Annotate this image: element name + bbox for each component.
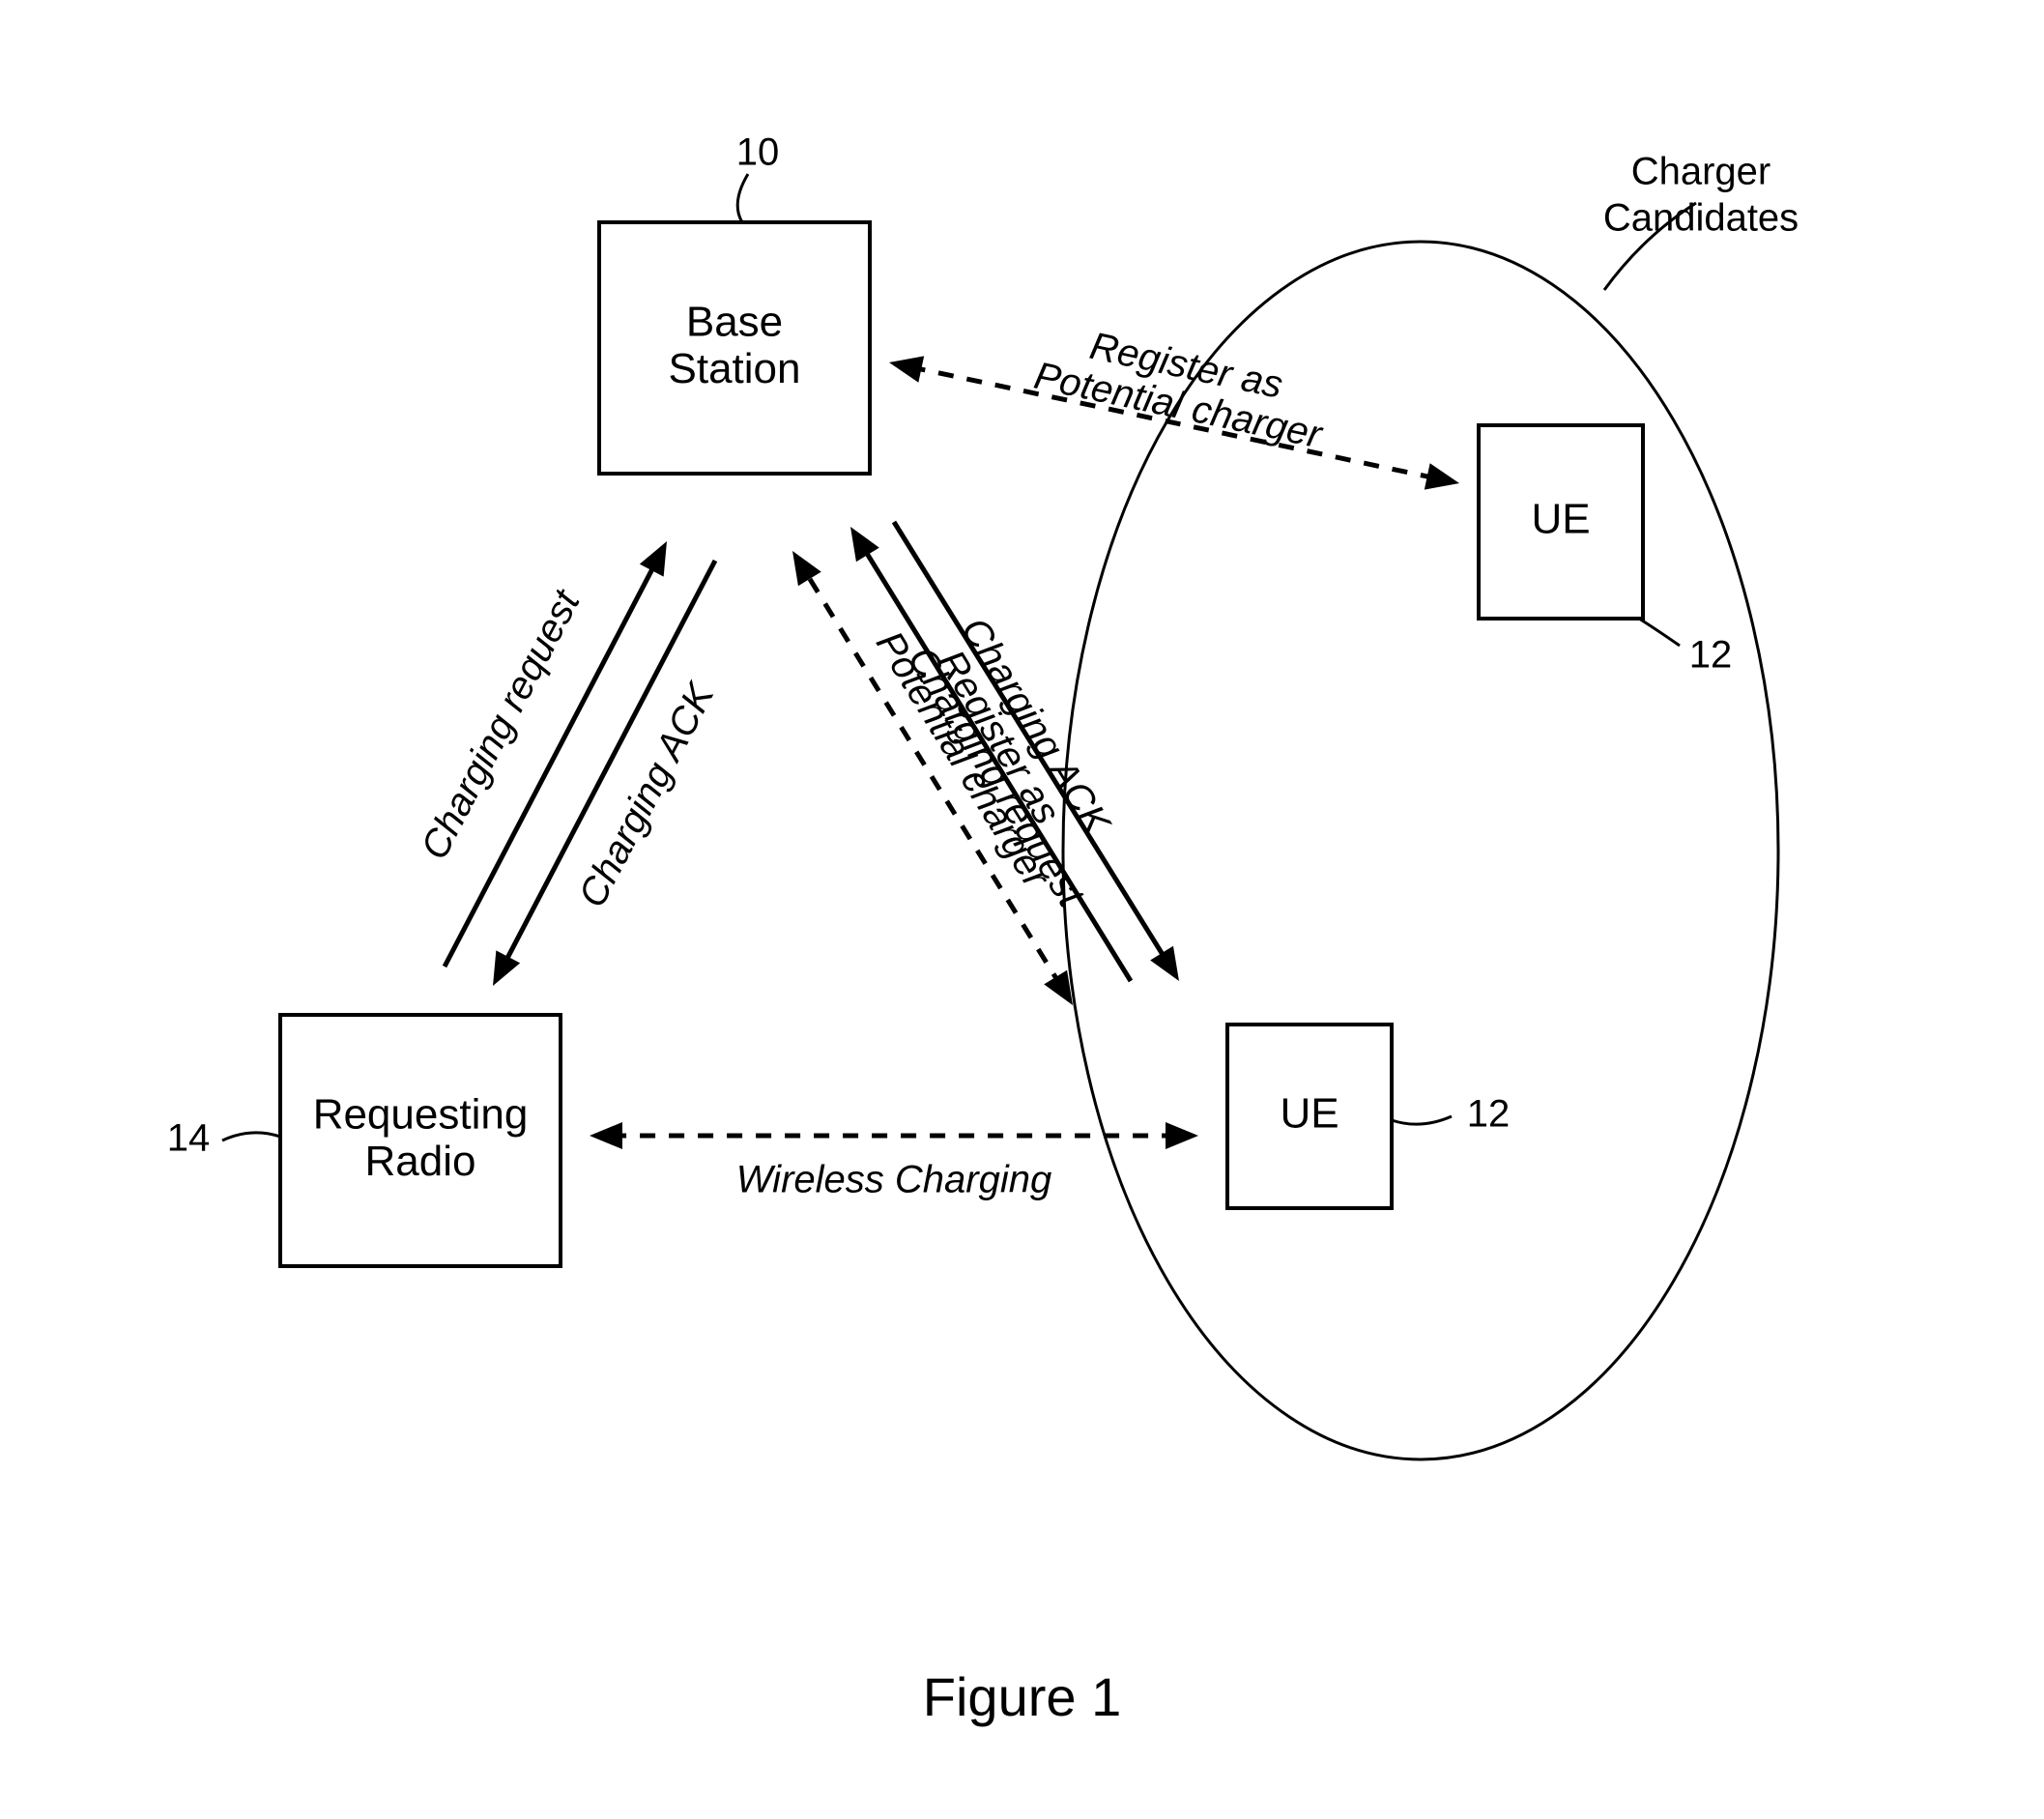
requesting_radio-label: Radio	[365, 1138, 476, 1185]
svg-text:10: 10	[736, 131, 780, 174]
svg-text:Charger: Charger	[1631, 151, 1771, 193]
ue_bottom-label: UE	[1280, 1090, 1339, 1138]
svg-text:Candidates: Candidates	[1603, 197, 1799, 240]
base_station-label: Base	[686, 298, 783, 345]
svg-text:14: 14	[167, 1117, 211, 1160]
requesting_radio-label: Requesting	[313, 1090, 529, 1138]
figure-title: Figure 1	[923, 1666, 1121, 1727]
svg-text:Charging request: Charging request	[413, 582, 589, 866]
svg-text:12: 12	[1689, 634, 1733, 677]
ue_top-label: UE	[1531, 496, 1590, 543]
svg-text:Wireless Charging: Wireless Charging	[736, 1159, 1051, 1201]
svg-text:12: 12	[1467, 1093, 1511, 1136]
base_station-label: Station	[669, 345, 801, 392]
